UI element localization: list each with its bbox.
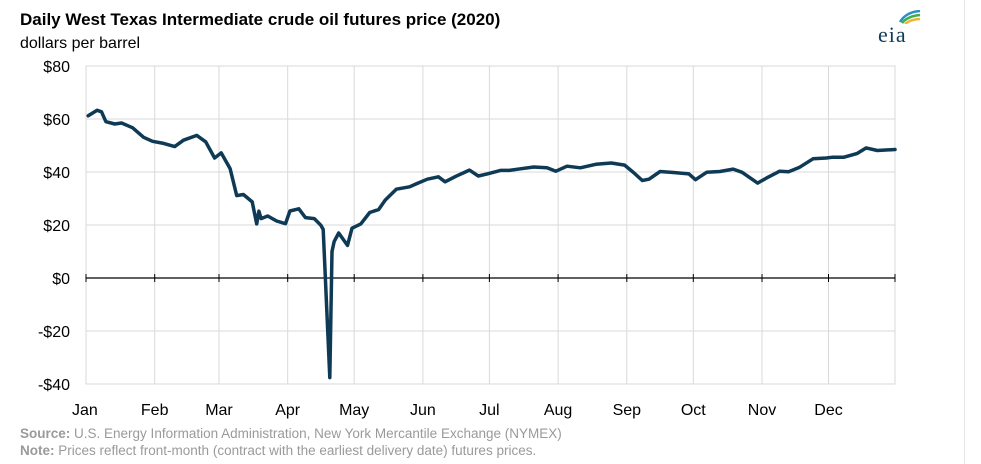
- footnotes: Source: U.S. Energy Information Administ…: [20, 425, 562, 459]
- y-tick-label: $80: [43, 59, 70, 76]
- x-tick-label: Jan: [72, 402, 98, 419]
- eia-logo: eia: [876, 10, 924, 50]
- source-text: U.S. Energy Information Administration, …: [74, 426, 562, 441]
- x-tick-label: Dec: [814, 402, 842, 419]
- note-text: Prices reflect front-month (contract wit…: [58, 443, 537, 458]
- y-tick-label: -$40: [38, 377, 70, 394]
- x-tick-label: Jul: [479, 402, 499, 419]
- wti-price-line: [86, 108, 897, 380]
- x-tick-label: Sep: [613, 402, 642, 419]
- x-tick-label: Oct: [681, 402, 706, 419]
- x-tick-label: Feb: [141, 402, 169, 419]
- note-line: Note: Prices reflect front-month (contra…: [20, 442, 562, 459]
- y-tick-label: -$20: [38, 324, 70, 341]
- source-label: Source:: [20, 426, 71, 441]
- note-label: Note:: [20, 443, 55, 458]
- y-tick-label: $40: [43, 165, 70, 182]
- x-tick-label: May: [339, 402, 369, 419]
- eia-logo-text: eia: [878, 22, 907, 47]
- x-tick-label: Jun: [410, 402, 436, 419]
- x-tick-label: Nov: [748, 402, 776, 419]
- eia-logo-icon: [898, 10, 921, 24]
- x-tick-label: Mar: [205, 402, 233, 419]
- chart-subtitle: dollars per barrel: [20, 35, 141, 52]
- x-tick-label: Apr: [275, 402, 301, 419]
- x-tick-label: Aug: [544, 402, 572, 419]
- y-tick-label: $20: [43, 218, 70, 235]
- source-line: Source: U.S. Energy Information Administ…: [20, 425, 562, 442]
- y-tick-label: $0: [52, 271, 70, 288]
- y-tick-label: $60: [43, 112, 70, 129]
- chart-title: Daily West Texas Intermediate crude oil …: [20, 10, 501, 29]
